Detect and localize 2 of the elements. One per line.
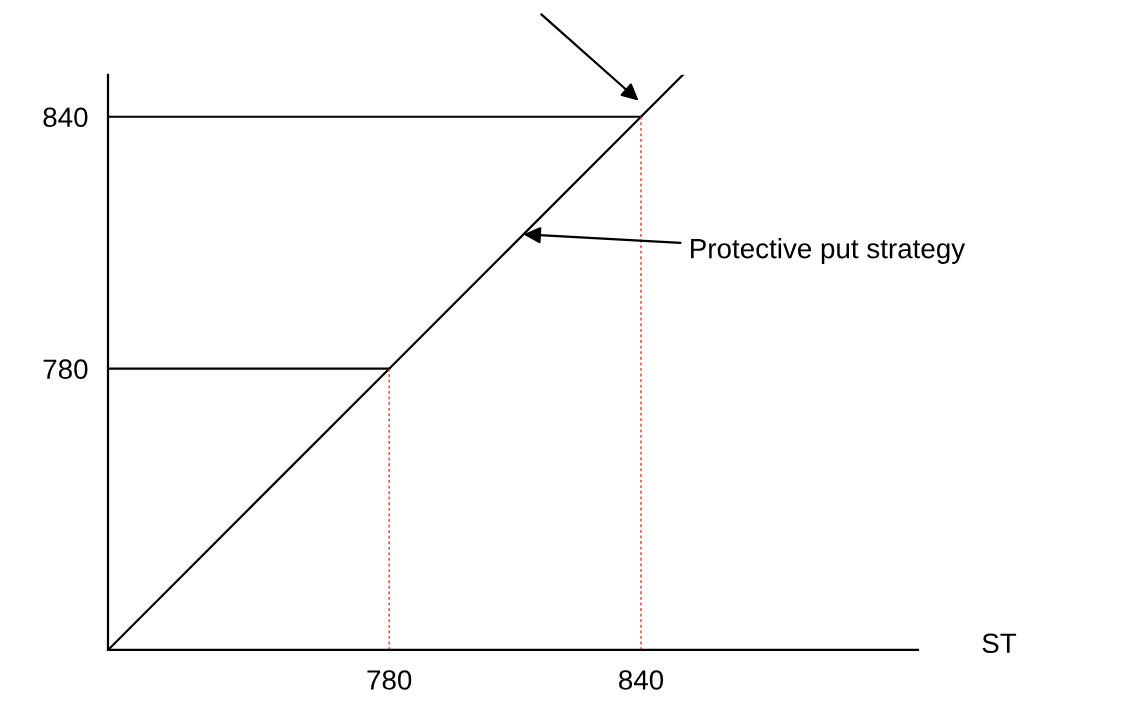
x-axis-title: ST — [982, 633, 1017, 654]
annotation: Protective put strategy — [691, 238, 966, 264]
